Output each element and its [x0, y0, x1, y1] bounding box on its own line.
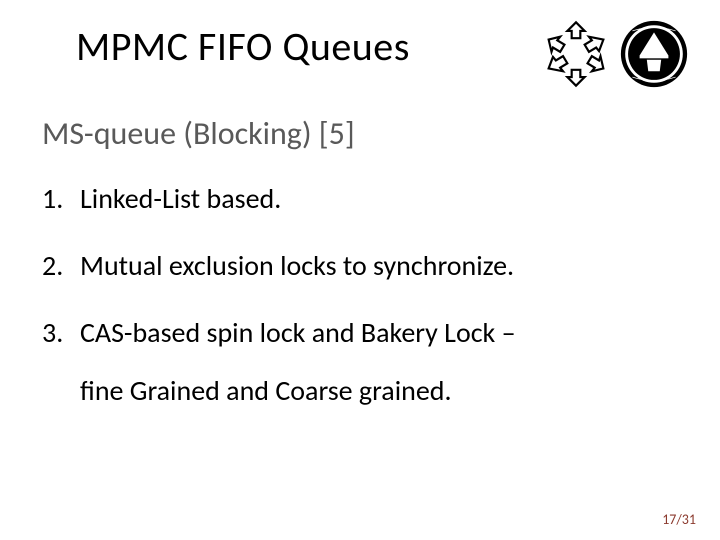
slide: MPMC FIFO Queues: [0, 0, 720, 540]
list-item-text: Linked-List based.: [80, 177, 680, 222]
numbered-list: 1. Linked-List based. 2. Mutual exclusio…: [42, 177, 680, 414]
list-item: 2. Mutual exclusion locks to synchronize…: [42, 244, 680, 289]
crest-logo-icon: [618, 18, 690, 90]
list-item: 1. Linked-List based.: [42, 177, 680, 222]
list-item-text: CAS-based spin lock and Bakery Lock –: [80, 311, 680, 356]
list-item-continuation: fine Grained and Coarse grained.: [80, 369, 680, 414]
list-item-number: 3.: [42, 311, 80, 356]
penrose-logo-icon: [540, 18, 612, 90]
list-item-number: 1.: [42, 177, 80, 222]
page-number: 17/31: [662, 511, 696, 528]
title-row: MPMC FIFO Queues: [40, 18, 680, 90]
list-item: 3. CAS-based spin lock and Bakery Lock –: [42, 311, 680, 356]
slide-title: MPMC FIFO Queues: [76, 22, 410, 71]
logo-group: [540, 18, 690, 90]
slide-subtitle: MS-queue (Blocking) [5]: [42, 114, 680, 153]
list-item-text: Mutual exclusion locks to synchronize.: [80, 244, 680, 289]
list-item-number: 2.: [42, 244, 80, 289]
